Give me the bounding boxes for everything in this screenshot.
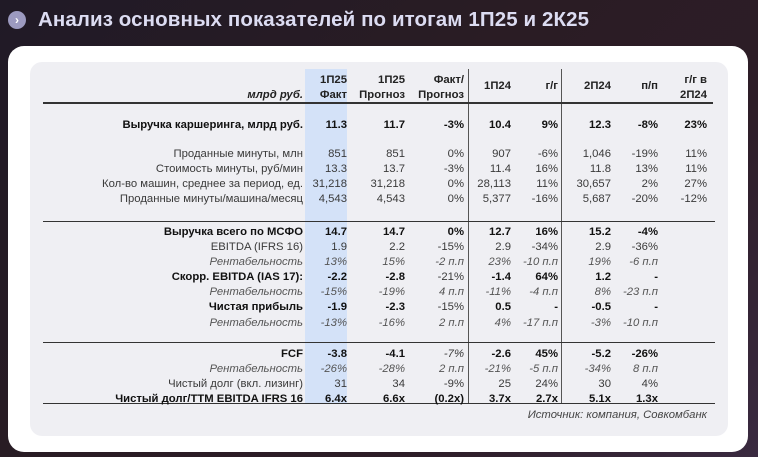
slide-title: Анализ основных показателей по итогам 1П… <box>38 8 590 31</box>
header-yoy-2p24: г/г в 2П24 <box>680 74 707 101</box>
table-row: Стоимость минуты, руб/мин 13.3 13.7 -3% … <box>155 162 707 175</box>
section-divider <box>43 221 715 222</box>
highlight-column-1p25-fact <box>305 69 347 403</box>
header-fact-vs-forecast: Факт/Прогноз <box>418 74 464 101</box>
source-note-row: Источник: компания, Совкомбанк <box>43 407 707 422</box>
table-row: Рентабельность -13% -16% 2 п.п 4% -17 п.… <box>209 316 658 329</box>
table-row: Проданные минуты, млн 851 851 0% 907 -6%… <box>173 147 707 160</box>
header-1p25-fact: 1П25 Факт <box>319 74 347 101</box>
table-row: Выручка каршеринга, млрд руб. 11.3 11.7 … <box>122 118 707 131</box>
table-row: Чистая прибыль -1.9 -2.3 -15% 0.5 - -0.5… <box>208 301 658 314</box>
column-divider <box>561 69 562 403</box>
table-bottom-line <box>43 403 715 404</box>
source-note: Источник: компания, Совкомбанк <box>527 408 707 421</box>
table-row: Проданные минуты/машина/месяц 4,543 4,54… <box>119 193 707 206</box>
header-hoh: п/п <box>641 79 658 92</box>
table-row: Рентабельность 13% 15% -2 п.п 23% -10 п.… <box>209 255 658 268</box>
table-header-row: млрд руб. 1П25 Факт 1П25 Прогноз Факт/Прог… <box>43 69 707 103</box>
unit-label: млрд руб. <box>247 89 303 101</box>
table-row: Чистый долг (вкл. лизинг) 31 34 -9% 25 2… <box>168 378 658 391</box>
table-row: Кол-во машин, среднее за период, ед. 31,… <box>102 178 707 191</box>
section-divider <box>43 342 715 343</box>
table-row: Рентабельность -15% -19% 4 п.п -11% -4 п… <box>209 286 658 299</box>
header-2p24: 2П24 <box>584 79 611 92</box>
header-1p25-forecast: 1П25 Прогноз <box>359 74 405 101</box>
table-row: Чистый долг/TTM EBITDA IFRS 16 6.4x 6.6x… <box>115 393 658 406</box>
table-row: Скорр. EBITDA (IAS 17): -2.2 -2.8 -21% -… <box>171 271 658 284</box>
financial-indicators-table: млрд руб. 1П25 Факт 1П25 Прогноз Факт/Прог… <box>43 69 707 422</box>
table-row: Выручка всего по МСФО 14.7 14.7 0% 12.7 … <box>163 225 658 238</box>
header-yoy: г/г <box>545 79 558 92</box>
table-row: FCF -3.8 -4.1 -7% -2.6 45% -5.2 -26% <box>281 347 658 360</box>
header-divider <box>43 102 713 104</box>
table-row: EBITDA (IFRS 16) 1.9 2.2 -15% 2.9 -34% 2… <box>210 240 658 253</box>
table-panel <box>30 62 728 436</box>
header-1p24: 1П24 <box>484 79 511 92</box>
slide-title-bar: › Анализ основных показателей по итогам … <box>8 7 589 33</box>
chevron-right-icon: › <box>8 11 26 29</box>
table-row: Рентабельность -26% -28% 2 п.п -21% -5 п… <box>209 363 658 376</box>
column-divider <box>468 69 469 403</box>
